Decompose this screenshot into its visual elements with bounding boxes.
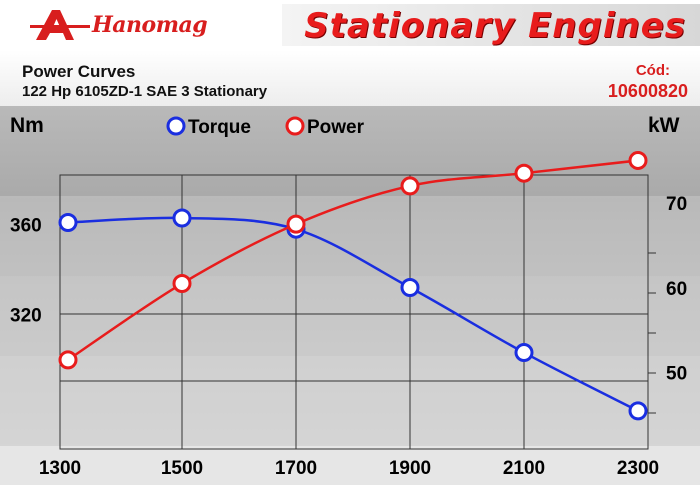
y-right-tick-label: 50 bbox=[666, 364, 687, 385]
torque-point bbox=[172, 208, 192, 228]
x-tick-label: 2300 bbox=[617, 458, 659, 479]
x-tick-label: 1700 bbox=[275, 458, 317, 479]
torque-point bbox=[58, 212, 78, 232]
x-tick-label: 1300 bbox=[39, 458, 81, 479]
brand-name: Hanomag bbox=[92, 12, 208, 38]
info-bar: Power Curves 122 Hp 6105ZD-1 SAE 3 Stati… bbox=[0, 50, 700, 106]
power-point bbox=[286, 214, 306, 234]
torque-point bbox=[514, 343, 534, 363]
engine-model: 122 Hp 6105ZD-1 SAE 3 Stationary bbox=[22, 83, 268, 100]
x-tick-label: 2100 bbox=[503, 458, 545, 479]
banner: Stationary Engines bbox=[282, 4, 700, 46]
power-point bbox=[172, 274, 192, 294]
hanomag-logo bbox=[30, 10, 90, 40]
legend: Torque Power bbox=[166, 116, 365, 138]
x-tick-label: 1500 bbox=[161, 458, 203, 479]
power-point bbox=[628, 150, 648, 170]
y-left-tick-label: 360 bbox=[10, 216, 42, 237]
legend-torque-marker bbox=[166, 116, 186, 136]
y-left-tick-label: 320 bbox=[10, 305, 42, 326]
y-right-tick-label: 70 bbox=[666, 194, 687, 215]
torque-point bbox=[400, 278, 420, 298]
y-left-label: Nm bbox=[10, 114, 44, 137]
series-layer bbox=[58, 150, 648, 421]
power-point bbox=[400, 176, 420, 196]
header: Hanomag Stationary Engines bbox=[0, 0, 700, 50]
code-value: 10600820 bbox=[607, 81, 688, 101]
x-tick-label: 1900 bbox=[389, 458, 431, 479]
legend-torque-label: Torque bbox=[188, 117, 251, 138]
power-point bbox=[514, 163, 534, 183]
y-right-label: kW bbox=[648, 114, 680, 137]
banner-title: Stationary Engines bbox=[304, 6, 686, 46]
legend-power-marker bbox=[285, 116, 305, 136]
legend-power-label: Power bbox=[307, 117, 365, 138]
axis-labels: 1300 1500 1700 1900 2100 2300 360 320 70 60 50 bbox=[10, 194, 687, 479]
torque-point bbox=[628, 401, 648, 421]
grid bbox=[59, 174, 656, 450]
plot-frame bbox=[59, 174, 649, 450]
power-curve-chart: Nm kW Torque Power 1300 1500 1700 1900 2100 2… bbox=[0, 106, 700, 485]
code-label: Cód: bbox=[635, 62, 670, 79]
y-right-tick-label: 60 bbox=[666, 279, 687, 300]
chart-title: Power Curves bbox=[22, 62, 136, 81]
power-point bbox=[58, 350, 78, 370]
